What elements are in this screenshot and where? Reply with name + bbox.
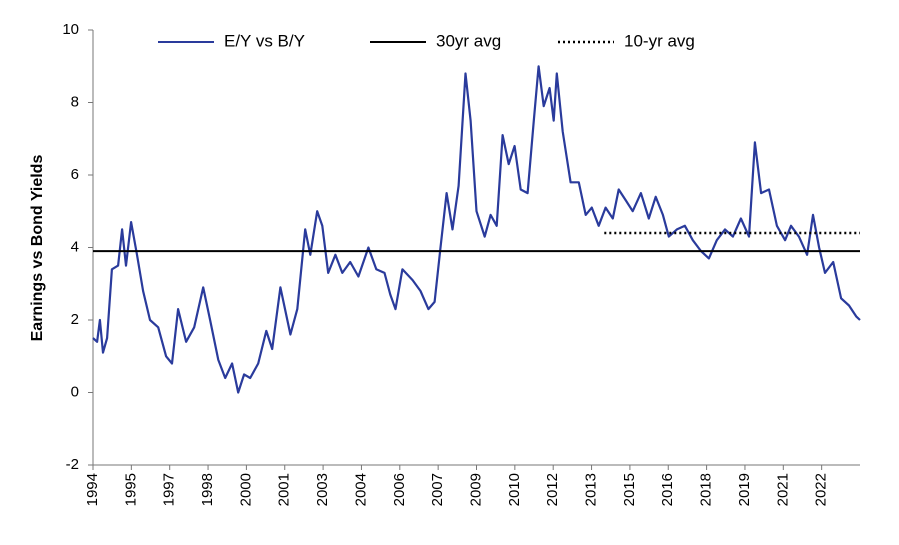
x-tick-label: 2018 xyxy=(698,473,715,506)
x-tick-label: 1998 xyxy=(199,473,216,506)
x-tick-label: 1994 xyxy=(84,473,101,506)
x-tick-label: 2016 xyxy=(659,473,676,506)
x-tick-label: 2006 xyxy=(391,473,408,506)
y-tick-label: 4 xyxy=(71,238,79,255)
legend-label: 30yr avg xyxy=(436,31,501,50)
x-tick-label: 2015 xyxy=(621,473,638,506)
x-tick-label: 1997 xyxy=(161,473,178,506)
x-tick-label: 2013 xyxy=(583,473,600,506)
y-tick-label: 0 xyxy=(71,383,79,400)
y-tick-label: -2 xyxy=(66,456,79,473)
x-tick-label: 2004 xyxy=(352,473,369,506)
x-tick-label: 2003 xyxy=(314,473,331,506)
x-tick-label: 2021 xyxy=(774,473,791,506)
x-tick-label: 2007 xyxy=(429,473,446,506)
legend-label: 10-yr avg xyxy=(624,31,695,50)
y-tick-label: 2 xyxy=(71,311,79,328)
y-tick-label: 6 xyxy=(71,166,79,183)
x-tick-label: 2022 xyxy=(813,473,830,506)
y-axis-label: Earnings vs Bond Yields xyxy=(29,155,46,342)
y-tick-label: 10 xyxy=(62,21,79,38)
x-tick-label: 2000 xyxy=(237,473,254,506)
legend-label: E/Y vs B/Y xyxy=(224,31,305,50)
x-tick-label: 2009 xyxy=(467,473,484,506)
series-line xyxy=(92,65,861,394)
x-tick-label: 2012 xyxy=(544,473,561,506)
y-tick-label: 8 xyxy=(71,93,79,110)
x-tick-label: 2019 xyxy=(736,473,753,506)
x-tick-label: 2001 xyxy=(276,473,293,506)
x-tick-label: 2010 xyxy=(506,473,523,506)
x-tick-label: 1995 xyxy=(122,473,139,506)
